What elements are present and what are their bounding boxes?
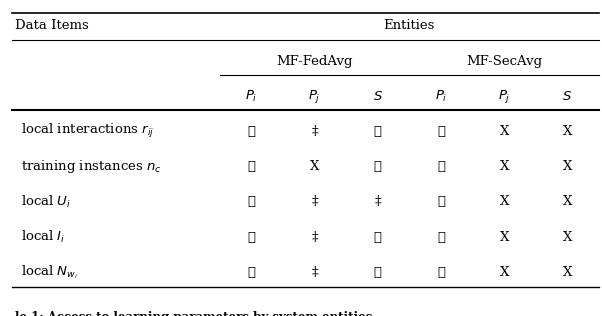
Text: local $U_i$: local $U_i$ — [21, 194, 71, 210]
Text: ✓: ✓ — [374, 125, 382, 138]
Text: local interactions $r_{ij}$: local interactions $r_{ij}$ — [21, 122, 154, 140]
Text: X: X — [563, 266, 572, 279]
Text: ✓: ✓ — [247, 231, 255, 244]
Text: ✓: ✓ — [437, 195, 445, 209]
Text: X: X — [500, 231, 509, 244]
Text: ✓: ✓ — [374, 160, 382, 173]
Text: ✓: ✓ — [374, 266, 382, 279]
Text: $P_i$: $P_i$ — [435, 89, 447, 104]
Text: ✓: ✓ — [437, 266, 445, 279]
Text: ✓: ✓ — [247, 266, 255, 279]
Text: ✓: ✓ — [247, 125, 255, 138]
Text: Entities: Entities — [383, 19, 435, 32]
Text: ✓: ✓ — [247, 195, 255, 209]
Text: $S$: $S$ — [373, 90, 383, 103]
Text: local $N_{w_i}$: local $N_{w_i}$ — [21, 264, 78, 282]
Text: ‡: ‡ — [374, 195, 381, 209]
Text: $S$: $S$ — [562, 90, 573, 103]
Text: ✓: ✓ — [437, 125, 445, 138]
Text: $P_i$: $P_i$ — [245, 89, 258, 104]
Text: X: X — [563, 231, 572, 244]
Text: ✓: ✓ — [437, 160, 445, 173]
Text: X: X — [500, 160, 509, 173]
Text: MF-SecAvg: MF-SecAvg — [466, 55, 542, 68]
Text: ✓: ✓ — [437, 231, 445, 244]
Text: $P_j$: $P_j$ — [308, 88, 321, 105]
Text: ‡: ‡ — [311, 125, 318, 138]
Text: X: X — [563, 160, 572, 173]
Text: X: X — [500, 125, 509, 138]
Text: ✓: ✓ — [374, 231, 382, 244]
Text: X: X — [500, 195, 509, 209]
Text: X: X — [563, 125, 572, 138]
Text: X: X — [310, 160, 319, 173]
Text: le 1: Access to learning parameters by system entities: le 1: Access to learning parameters by s… — [15, 311, 373, 316]
Text: $P_j$: $P_j$ — [498, 88, 510, 105]
Text: ‡: ‡ — [311, 231, 318, 244]
Text: ✓: ✓ — [247, 160, 255, 173]
Text: X: X — [500, 266, 509, 279]
Text: Data Items: Data Items — [15, 19, 89, 32]
Text: training instances $n_c$: training instances $n_c$ — [21, 158, 162, 175]
Text: ‡: ‡ — [311, 266, 318, 279]
Text: MF-FedAvg: MF-FedAvg — [276, 55, 353, 68]
Text: ‡: ‡ — [311, 195, 318, 209]
Text: X: X — [563, 195, 572, 209]
Text: local $I_i$: local $I_i$ — [21, 229, 66, 245]
